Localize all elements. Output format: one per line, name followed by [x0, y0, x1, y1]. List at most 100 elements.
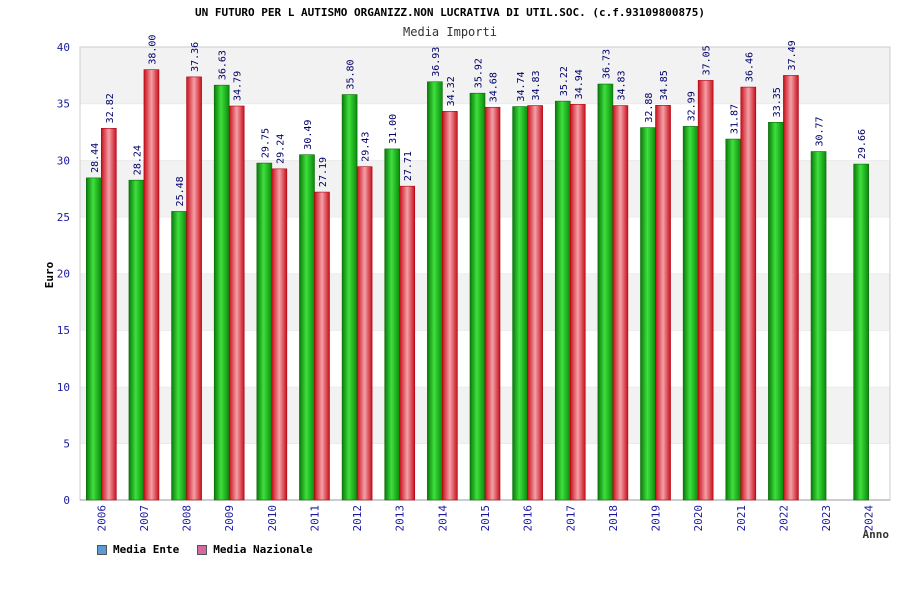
bar-media-ente: [171, 211, 187, 501]
x-tick-label: 2022: [777, 505, 790, 532]
x-tick-label: 2018: [607, 505, 620, 532]
data-label-media-ente: 34.74: [516, 71, 527, 101]
x-tick-label: 2006: [95, 505, 108, 532]
bar-media-ente: [725, 138, 742, 501]
data-label-media-ente: 31.00: [388, 114, 399, 144]
x-tick-label: 2007: [138, 505, 151, 532]
data-label-media-nazionale: 27.71: [403, 151, 414, 181]
bar-media-ente: [256, 162, 273, 501]
chart-subtitle: Media Importi: [403, 25, 497, 39]
data-label-media-nazionale: 34.32: [446, 76, 457, 106]
bar-media-nazionale: [442, 111, 458, 501]
x-tick-label: 2013: [394, 505, 407, 532]
bar-media-nazionale: [697, 80, 714, 501]
data-label-media-nazionale: 36.46: [744, 52, 755, 82]
bar-media-ente: [86, 177, 102, 501]
data-label-media-nazionale: 29.24: [275, 134, 286, 164]
bar-media-ente: [597, 83, 614, 501]
x-tick-label: 2008: [181, 505, 194, 532]
chart-legend: Media Ente Media Nazionale: [97, 543, 313, 556]
bar-media-ente: [341, 94, 358, 501]
legend-swatch-nazionale: [197, 544, 208, 555]
x-tick-label: 2010: [266, 505, 279, 532]
data-label-media-ente: 25.48: [175, 176, 186, 206]
bar-media-ente: [512, 106, 528, 501]
y-tick-label: 10: [57, 381, 70, 394]
x-tick-label: 2014: [436, 505, 449, 532]
y-tick-label: 15: [57, 324, 70, 337]
y-tick-label: 25: [57, 211, 70, 224]
data-label-media-ente: 29.66: [857, 129, 868, 159]
y-tick-label: 5: [63, 437, 70, 450]
data-label-media-ente: 28.24: [132, 145, 143, 175]
x-tick-label: 2016: [522, 505, 535, 532]
bar-media-ente: [384, 148, 401, 501]
x-tick-label: 2011: [308, 505, 321, 532]
x-tick-label: 2021: [735, 505, 748, 532]
x-tick-label: 2017: [564, 505, 577, 532]
data-label-media-ente: 32.99: [687, 91, 698, 121]
data-label-media-ente: 31.87: [729, 104, 740, 134]
data-label-media-nazionale: 34.79: [233, 71, 244, 101]
data-label-media-ente: 35.92: [474, 58, 485, 88]
chart-title: UN FUTURO PER L AUTISMO ORGANIZZ.NON LUC…: [195, 6, 705, 19]
bar-media-ente: [213, 84, 230, 501]
data-label-media-ente: 35.22: [559, 66, 570, 96]
data-label-media-nazionale: 37.36: [190, 42, 201, 72]
data-label-media-ente: 32.88: [644, 93, 655, 123]
bar-media-nazionale: [783, 75, 799, 501]
data-label-media-nazionale: 38.00: [147, 35, 158, 65]
bar-media-ente: [853, 163, 869, 501]
data-label-media-ente: 30.49: [303, 120, 314, 150]
bar-media-nazionale: [399, 185, 416, 501]
data-label-media-nazionale: 34.68: [489, 72, 500, 102]
data-label-media-ente: 36.73: [601, 49, 612, 79]
bar-media-ente: [768, 122, 784, 501]
data-label-media-nazionale: 34.83: [616, 70, 627, 100]
legend-item-nazionale: Media Nazionale: [197, 543, 313, 556]
bar-media-nazionale: [186, 76, 202, 501]
bar-media-ente: [299, 154, 315, 501]
y-tick-label: 20: [57, 268, 70, 281]
bar-media-ente: [128, 179, 145, 501]
bar-media-ente: [810, 151, 827, 501]
x-tick-label: 2024: [863, 505, 876, 532]
legend-label-ente: Media Ente: [113, 543, 180, 556]
x-tick-label: 2009: [223, 505, 236, 532]
bar-media-nazionale: [527, 105, 543, 501]
data-label-media-nazionale: 32.82: [105, 93, 116, 123]
legend-label-nazionale: Media Nazionale: [213, 543, 313, 556]
data-label-media-ente: 36.63: [218, 50, 229, 80]
bar-media-nazionale: [228, 105, 245, 501]
x-tick-label: 2019: [650, 505, 663, 532]
data-label-media-ente: 28.44: [90, 143, 101, 173]
legend-swatch-ente: [97, 544, 107, 555]
bar-media-nazionale: [484, 106, 501, 501]
data-label-media-nazionale: 29.43: [361, 132, 372, 162]
bar-media-ente: [640, 127, 656, 501]
bar-media-nazionale: [314, 191, 330, 501]
bar-media-nazionale: [143, 69, 160, 501]
y-tick-label: 35: [57, 98, 70, 111]
legend-item-ente: Media Ente: [97, 543, 179, 556]
x-axis-title: Anno: [863, 528, 890, 541]
bar-media-nazionale: [612, 105, 629, 501]
x-tick-label: 2015: [479, 505, 492, 532]
data-label-media-nazionale: 34.94: [574, 69, 585, 99]
data-label-media-nazionale: 27.19: [318, 157, 329, 187]
bar-media-ente: [469, 92, 486, 501]
data-label-media-nazionale: 37.49: [787, 40, 798, 70]
bar-media-ente: [427, 81, 443, 501]
bar-media-nazionale: [101, 128, 117, 501]
data-label-media-nazionale: 37.05: [702, 45, 713, 75]
bar-media-nazionale: [271, 168, 288, 501]
x-tick-label: 2023: [820, 505, 833, 532]
data-label-media-nazionale: 34.83: [531, 70, 542, 100]
y-tick-label: 30: [57, 154, 70, 167]
bar-media-ente: [554, 100, 571, 501]
data-label-media-ente: 35.80: [346, 59, 357, 89]
bar-media-nazionale: [356, 166, 373, 501]
bar-media-nazionale: [569, 104, 586, 501]
y-axis-title: Euro: [43, 261, 56, 288]
